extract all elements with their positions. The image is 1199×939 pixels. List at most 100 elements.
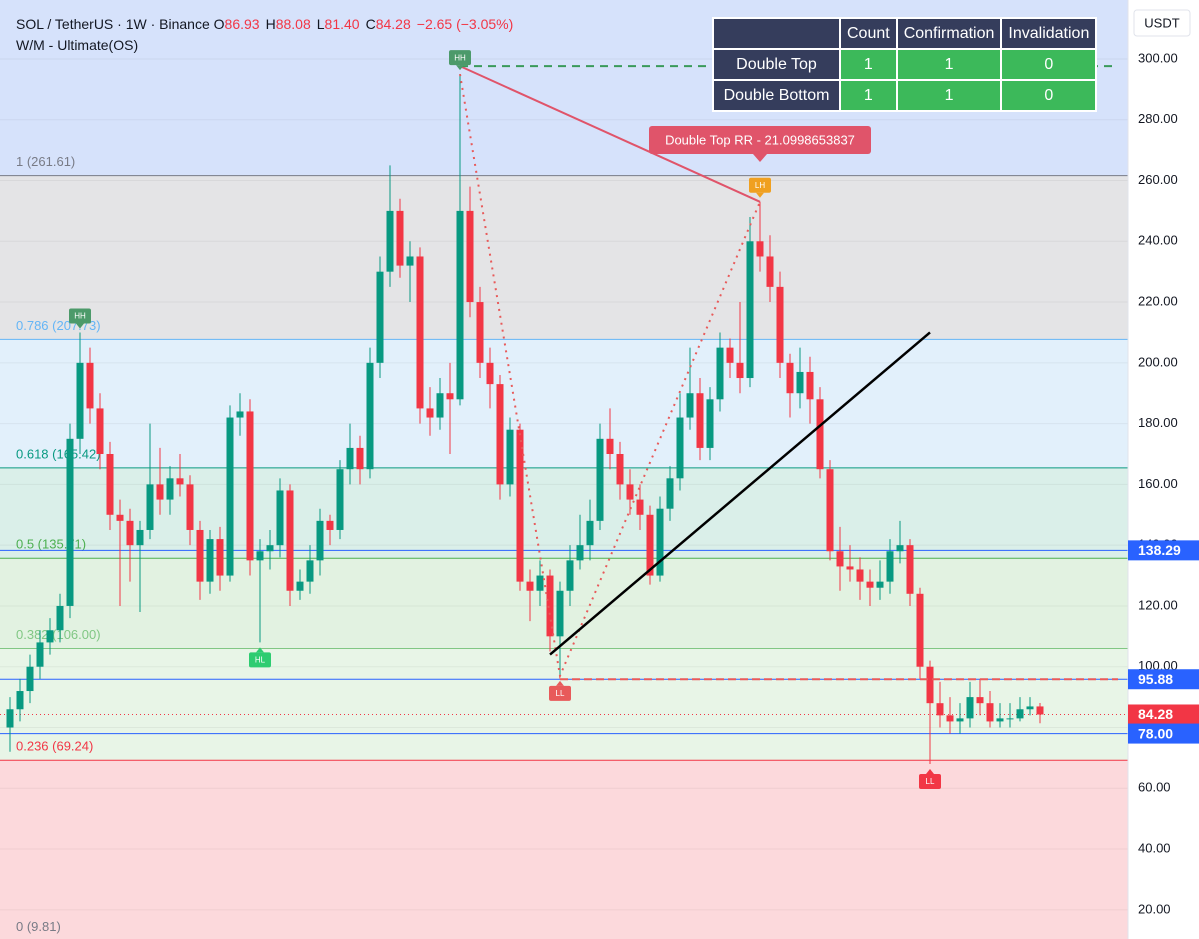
- y-tick-label: 220.00: [1138, 293, 1178, 308]
- candle-body: [806, 371, 814, 400]
- price-tag-label: 138.29: [1138, 542, 1181, 558]
- candle-body: [826, 469, 834, 552]
- candle-body: [226, 417, 234, 576]
- symbol: SOL / TetherUS · 1W · Binance: [16, 16, 210, 32]
- candle-body: [496, 384, 504, 485]
- candle-body: [446, 393, 454, 400]
- fib-label: 1 (261.61): [16, 154, 75, 169]
- y-tick-label: 20.00: [1138, 901, 1171, 916]
- candle-body: [186, 484, 194, 530]
- candle-body: [366, 362, 374, 470]
- fib-zone: [0, 760, 1128, 939]
- candle-body: [436, 393, 444, 418]
- trendline: [549, 331, 931, 656]
- table-cell: 0: [1000, 79, 1098, 112]
- pivot-label: LL: [556, 689, 565, 698]
- table-cell: 1: [839, 48, 898, 81]
- fib-label: 0.382 (106.00): [16, 627, 101, 642]
- y-tick-label: 200.00: [1138, 354, 1178, 369]
- ohlc-value: 88.08: [275, 16, 311, 32]
- fib-zone: [0, 339, 1128, 468]
- fib-zone: [0, 175, 1128, 340]
- candle-body: [106, 454, 114, 515]
- candle-body: [836, 551, 844, 567]
- fib-label: 0.236 (69.24): [16, 739, 93, 754]
- table-cell: 0: [1000, 48, 1098, 81]
- candle-body: [896, 545, 904, 552]
- ohlc-key: H: [265, 16, 276, 32]
- candle-body: [596, 438, 604, 521]
- table-header-cell: Confirmation: [895, 17, 1003, 50]
- candle-body: [96, 408, 104, 455]
- candle-body: [846, 566, 854, 570]
- pivot-pointer: [556, 680, 564, 686]
- ohlc-value: 86.93: [224, 16, 260, 32]
- candle-body: [1016, 709, 1024, 719]
- candle-body: [466, 210, 474, 303]
- candle-body: [1006, 718, 1014, 720]
- pivot-marker: [549, 685, 571, 701]
- candle-body: [1026, 706, 1034, 710]
- candle-body: [856, 569, 864, 582]
- candle-body: [66, 438, 74, 606]
- candle-body: [46, 630, 54, 643]
- candle-body: [626, 484, 634, 500]
- ohlc-key: L: [316, 16, 325, 32]
- candle-body: [216, 539, 224, 576]
- candle-body: [246, 411, 254, 561]
- y-tick-label: 300.00: [1138, 50, 1178, 65]
- candle-body: [126, 520, 134, 546]
- candle-body: [686, 393, 694, 418]
- candle-body: [926, 666, 934, 704]
- candle-body: [766, 256, 774, 287]
- double-top-line: [459, 65, 761, 203]
- ohlc-key: C: [365, 16, 376, 32]
- candle-body: [206, 539, 214, 582]
- indicator: W/M - Ultimate(OS): [16, 37, 139, 53]
- candle-body: [636, 499, 644, 515]
- candle-body: [776, 286, 784, 363]
- candle-body: [86, 362, 94, 409]
- rr-box: [649, 126, 871, 154]
- candle-body: [616, 454, 624, 485]
- table-header-cell: Invalidation: [1000, 17, 1098, 50]
- table-row: Double Top 1 1 0: [712, 48, 1098, 81]
- candle-body: [296, 581, 304, 591]
- candle-body: [316, 520, 324, 561]
- pattern-table: Count Confirmation Invalidation Double Top 1…: [712, 17, 1098, 112]
- candle-body: [606, 438, 614, 455]
- candle-body: [566, 560, 574, 591]
- pivot-marker: [919, 773, 941, 789]
- candle-body: [996, 718, 1004, 722]
- candle-body: [986, 703, 994, 722]
- candle-body: [396, 210, 404, 266]
- candle-body: [346, 447, 354, 470]
- pivot-pointer: [76, 323, 84, 329]
- y-tick-label: 160.00: [1138, 476, 1178, 491]
- pivot-pointer: [456, 65, 464, 71]
- candle-body: [156, 484, 164, 500]
- candle-body: [736, 362, 744, 379]
- candle-body: [866, 581, 874, 588]
- candle-body: [556, 590, 564, 637]
- pivot-label: HL: [255, 656, 266, 665]
- fib-zone: [0, 648, 1128, 761]
- candle-body: [6, 709, 14, 728]
- candle-body: [666, 478, 674, 509]
- candle-body: [336, 469, 344, 530]
- candle-body: [256, 551, 264, 561]
- change: −2.65 (−3.05%): [416, 16, 514, 32]
- candle-body: [576, 545, 584, 561]
- candle-body: [306, 560, 314, 582]
- candle-body: [376, 271, 384, 363]
- price-tag-label: 95.88: [1138, 671, 1173, 687]
- y-tick-label: 280.00: [1138, 111, 1178, 126]
- candle-body: [976, 697, 984, 704]
- symbol-line: SOL / TetherUS · 1W · Binance O86.93 H88.…: [16, 14, 519, 35]
- axis-label: USDT: [1144, 15, 1179, 30]
- candle-body: [356, 447, 364, 470]
- pivot-marker: [749, 177, 771, 193]
- y-tick-label: 260.00: [1138, 172, 1178, 187]
- candle-body: [456, 210, 464, 400]
